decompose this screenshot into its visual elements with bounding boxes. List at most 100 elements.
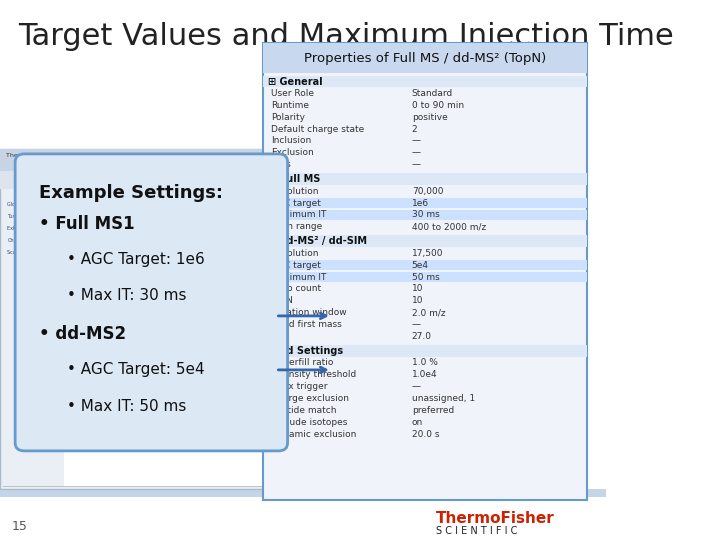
Text: AGC target: AGC target bbox=[271, 199, 320, 207]
Text: 30 ms: 30 ms bbox=[412, 211, 439, 219]
Text: Chromatography: Chromatography bbox=[7, 238, 49, 243]
Text: Dynamic exclusion: Dynamic exclusion bbox=[271, 430, 356, 438]
Text: NCE: NCE bbox=[271, 332, 289, 341]
FancyBboxPatch shape bbox=[15, 154, 287, 451]
Text: preferred: preferred bbox=[412, 406, 454, 415]
FancyBboxPatch shape bbox=[264, 210, 588, 220]
Text: Resolution: Resolution bbox=[271, 187, 318, 195]
FancyBboxPatch shape bbox=[264, 76, 588, 87]
Text: • All: • All bbox=[68, 281, 78, 285]
Text: ⊞ dd-MS² / dd-SIM: ⊞ dd-MS² / dd-SIM bbox=[268, 237, 366, 246]
FancyBboxPatch shape bbox=[264, 173, 588, 185]
FancyBboxPatch shape bbox=[264, 272, 588, 282]
Text: Isolation window: Isolation window bbox=[271, 308, 346, 317]
Text: • ddMS2_SIM: • ddMS2_SIM bbox=[68, 265, 97, 268]
Text: Experiments: Experiments bbox=[67, 246, 111, 252]
Text: Tags: Tags bbox=[271, 160, 290, 169]
Text: • Max IT: 50 ms: • Max IT: 50 ms bbox=[67, 399, 186, 414]
Text: • Max IT: 30 ms: • Max IT: 30 ms bbox=[67, 288, 186, 303]
FancyBboxPatch shape bbox=[264, 260, 588, 270]
Text: Peptide match: Peptide match bbox=[271, 406, 336, 415]
Text: ⊞ dd Settings: ⊞ dd Settings bbox=[268, 346, 343, 356]
Text: Standard: Standard bbox=[412, 89, 453, 98]
Text: External Standards: External Standards bbox=[7, 226, 54, 231]
Text: Charge exclusion: Charge exclusion bbox=[271, 394, 348, 403]
Text: 2.0 m/z: 2.0 m/z bbox=[412, 308, 446, 317]
FancyBboxPatch shape bbox=[63, 240, 145, 258]
FancyBboxPatch shape bbox=[0, 148, 279, 171]
Text: • AGC Target: 5e4: • AGC Target: 5e4 bbox=[67, 362, 204, 377]
Text: Thermo Xcalibur Instrument Setup: Thermo Xcalibur Instrument Setup bbox=[6, 153, 115, 158]
Text: on: on bbox=[412, 418, 423, 427]
FancyBboxPatch shape bbox=[276, 151, 300, 486]
Text: Exclusion: Exclusion bbox=[271, 148, 313, 157]
Text: 1e6: 1e6 bbox=[412, 199, 429, 207]
Text: AGC target: AGC target bbox=[271, 261, 320, 269]
Text: Tune Files: Tune Files bbox=[7, 214, 31, 219]
FancyBboxPatch shape bbox=[3, 189, 276, 486]
Text: TopN: TopN bbox=[271, 296, 292, 305]
Text: • NRA: • NRA bbox=[68, 378, 81, 382]
Text: Fixed first mass: Fixed first mass bbox=[271, 320, 341, 329]
Text: Runtime: Runtime bbox=[271, 101, 309, 110]
Text: 70,000: 70,000 bbox=[412, 187, 444, 195]
Text: Scan Groups: Scan Groups bbox=[7, 250, 38, 255]
Text: S C I E N T I F I C: S C I E N T I F I C bbox=[436, 526, 518, 536]
FancyBboxPatch shape bbox=[0, 171, 279, 189]
Text: Resolution: Resolution bbox=[271, 249, 318, 258]
FancyBboxPatch shape bbox=[0, 489, 606, 497]
Text: 1.0e4: 1.0e4 bbox=[412, 370, 437, 379]
Text: Maximum IT: Maximum IT bbox=[271, 211, 326, 219]
Text: • Full MS / ddMS2(TopN): • Full MS / ddMS2(TopN) bbox=[68, 313, 128, 317]
Text: —: — bbox=[412, 137, 420, 145]
FancyBboxPatch shape bbox=[264, 43, 588, 500]
Text: ☐ Full MS: ☐ Full MS bbox=[268, 174, 320, 184]
Text: User Role: User Role bbox=[271, 89, 314, 98]
Text: • Targeted PD: • Targeted PD bbox=[68, 346, 99, 349]
Text: Full MS: Full MS bbox=[90, 322, 109, 327]
Text: ThermoFisher: ThermoFisher bbox=[436, 511, 554, 526]
Text: Loop count: Loop count bbox=[271, 285, 321, 293]
Text: Example Settings:: Example Settings: bbox=[40, 184, 223, 201]
Text: positive: positive bbox=[412, 113, 448, 122]
Text: —: — bbox=[412, 160, 420, 169]
Text: 17,500: 17,500 bbox=[412, 249, 444, 258]
Text: • Targeted SIM / ddMS2 PD: • Targeted SIM / ddMS2 PD bbox=[68, 362, 127, 366]
Text: 10: 10 bbox=[412, 285, 423, 293]
Text: Polarity: Polarity bbox=[271, 113, 305, 122]
FancyBboxPatch shape bbox=[264, 43, 588, 73]
Text: 2: 2 bbox=[412, 125, 418, 133]
Text: —: — bbox=[412, 382, 420, 391]
Text: —: — bbox=[412, 148, 420, 157]
Text: 1.0 %: 1.0 % bbox=[412, 359, 438, 367]
Text: Properties of Full MS / dd-MS² (TopN): Properties of Full MS / dd-MS² (TopN) bbox=[305, 52, 546, 65]
Text: • dd-MS2: • dd-MS2 bbox=[40, 325, 127, 343]
Text: • Full MS1: • Full MS1 bbox=[40, 215, 135, 233]
Text: 10: 10 bbox=[412, 296, 423, 305]
Text: Exclude isotopes: Exclude isotopes bbox=[271, 418, 347, 427]
FancyBboxPatch shape bbox=[94, 347, 135, 369]
Text: unassigned, 1: unassigned, 1 bbox=[412, 394, 475, 403]
FancyBboxPatch shape bbox=[264, 198, 588, 208]
Text: • AGC Target: 1e6: • AGC Target: 1e6 bbox=[67, 252, 204, 267]
Text: 20.0 s: 20.0 s bbox=[412, 430, 439, 438]
Text: • Full MS / All: • Full MS / All bbox=[68, 297, 97, 301]
Text: Underfill ratio: Underfill ratio bbox=[271, 359, 333, 367]
Text: —: — bbox=[412, 320, 420, 329]
FancyBboxPatch shape bbox=[76, 312, 124, 337]
Text: 27.0: 27.0 bbox=[412, 332, 432, 341]
FancyBboxPatch shape bbox=[264, 345, 588, 357]
Text: 400 to 2000 m/z: 400 to 2000 m/z bbox=[412, 222, 486, 231]
Text: Maximum IT: Maximum IT bbox=[271, 273, 326, 281]
Text: Default charge state: Default charge state bbox=[271, 125, 364, 133]
FancyBboxPatch shape bbox=[264, 235, 588, 247]
Text: Intensity threshold: Intensity threshold bbox=[271, 370, 356, 379]
Text: Scan range: Scan range bbox=[271, 222, 322, 231]
Text: 0 to 90 min: 0 to 90 min bbox=[412, 101, 464, 110]
Text: Target Values and Maximum Injection Time: Target Values and Maximum Injection Time bbox=[18, 22, 674, 51]
Text: • Targeted SIM: • Targeted SIM bbox=[68, 329, 101, 333]
FancyBboxPatch shape bbox=[0, 148, 279, 489]
FancyBboxPatch shape bbox=[3, 189, 63, 486]
Text: AMS²: AMS² bbox=[109, 355, 122, 361]
Text: ⊞ General: ⊞ General bbox=[268, 77, 323, 86]
